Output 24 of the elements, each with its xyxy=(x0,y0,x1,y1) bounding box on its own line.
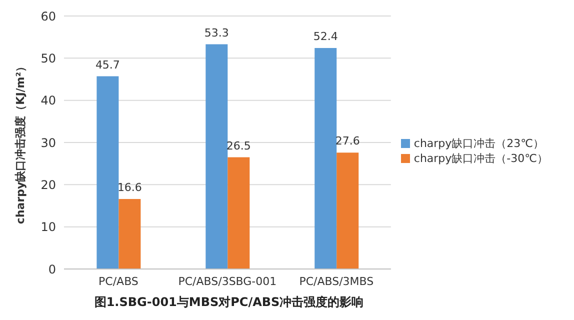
bar xyxy=(336,152,359,269)
legend-label: charpy缺口冲击（23℃） xyxy=(414,136,544,150)
y-tick-label: 0 xyxy=(48,262,56,276)
bar xyxy=(96,76,119,269)
y-tick-label: 60 xyxy=(40,9,56,24)
y-tick-label: 40 xyxy=(40,94,56,108)
x-tick-label: PC/ABS/3MBS xyxy=(299,274,374,288)
y-tick-label: 50 xyxy=(40,51,56,66)
x-tick-label: PC/ABS/3SBG-001 xyxy=(178,274,277,288)
y-tick-label: 20 xyxy=(40,178,56,192)
bar xyxy=(228,157,250,269)
bar xyxy=(118,199,141,269)
y-axis-title: charpy缺口冲击强度（KJ/m²） xyxy=(14,60,27,224)
x-tick-label: PC/ABS xyxy=(98,274,138,288)
legend-label: charpy缺口冲击（-30℃） xyxy=(414,152,548,164)
bar xyxy=(206,44,228,269)
data-label: 45.7 xyxy=(95,58,120,72)
data-label: 53.3 xyxy=(204,26,229,40)
data-label: 52.4 xyxy=(313,30,338,44)
text: 图1.SBG-001与MBS对PC/ABS冲击强度的影响 xyxy=(93,294,365,311)
data-label: 16.6 xyxy=(117,181,142,194)
y-tick-label: 10 xyxy=(40,220,56,234)
y-tick-label: 30 xyxy=(40,136,56,150)
bar xyxy=(314,48,337,269)
